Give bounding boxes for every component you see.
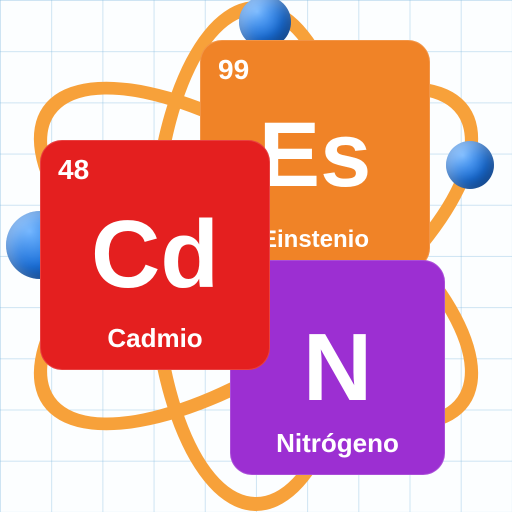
electron xyxy=(446,141,494,189)
element-tile-cadmium: 48 Cd Cadmio xyxy=(40,140,270,370)
app-icon: 99EsEinstenio7NNitrógeno48CdCadmio xyxy=(0,0,512,512)
element-name: Nitrógeno xyxy=(230,428,445,459)
element-name: Cadmio xyxy=(40,323,270,354)
element-symbol: Cd xyxy=(40,207,270,303)
atomic-number: 99 xyxy=(218,54,249,86)
atomic-number: 48 xyxy=(58,154,89,186)
